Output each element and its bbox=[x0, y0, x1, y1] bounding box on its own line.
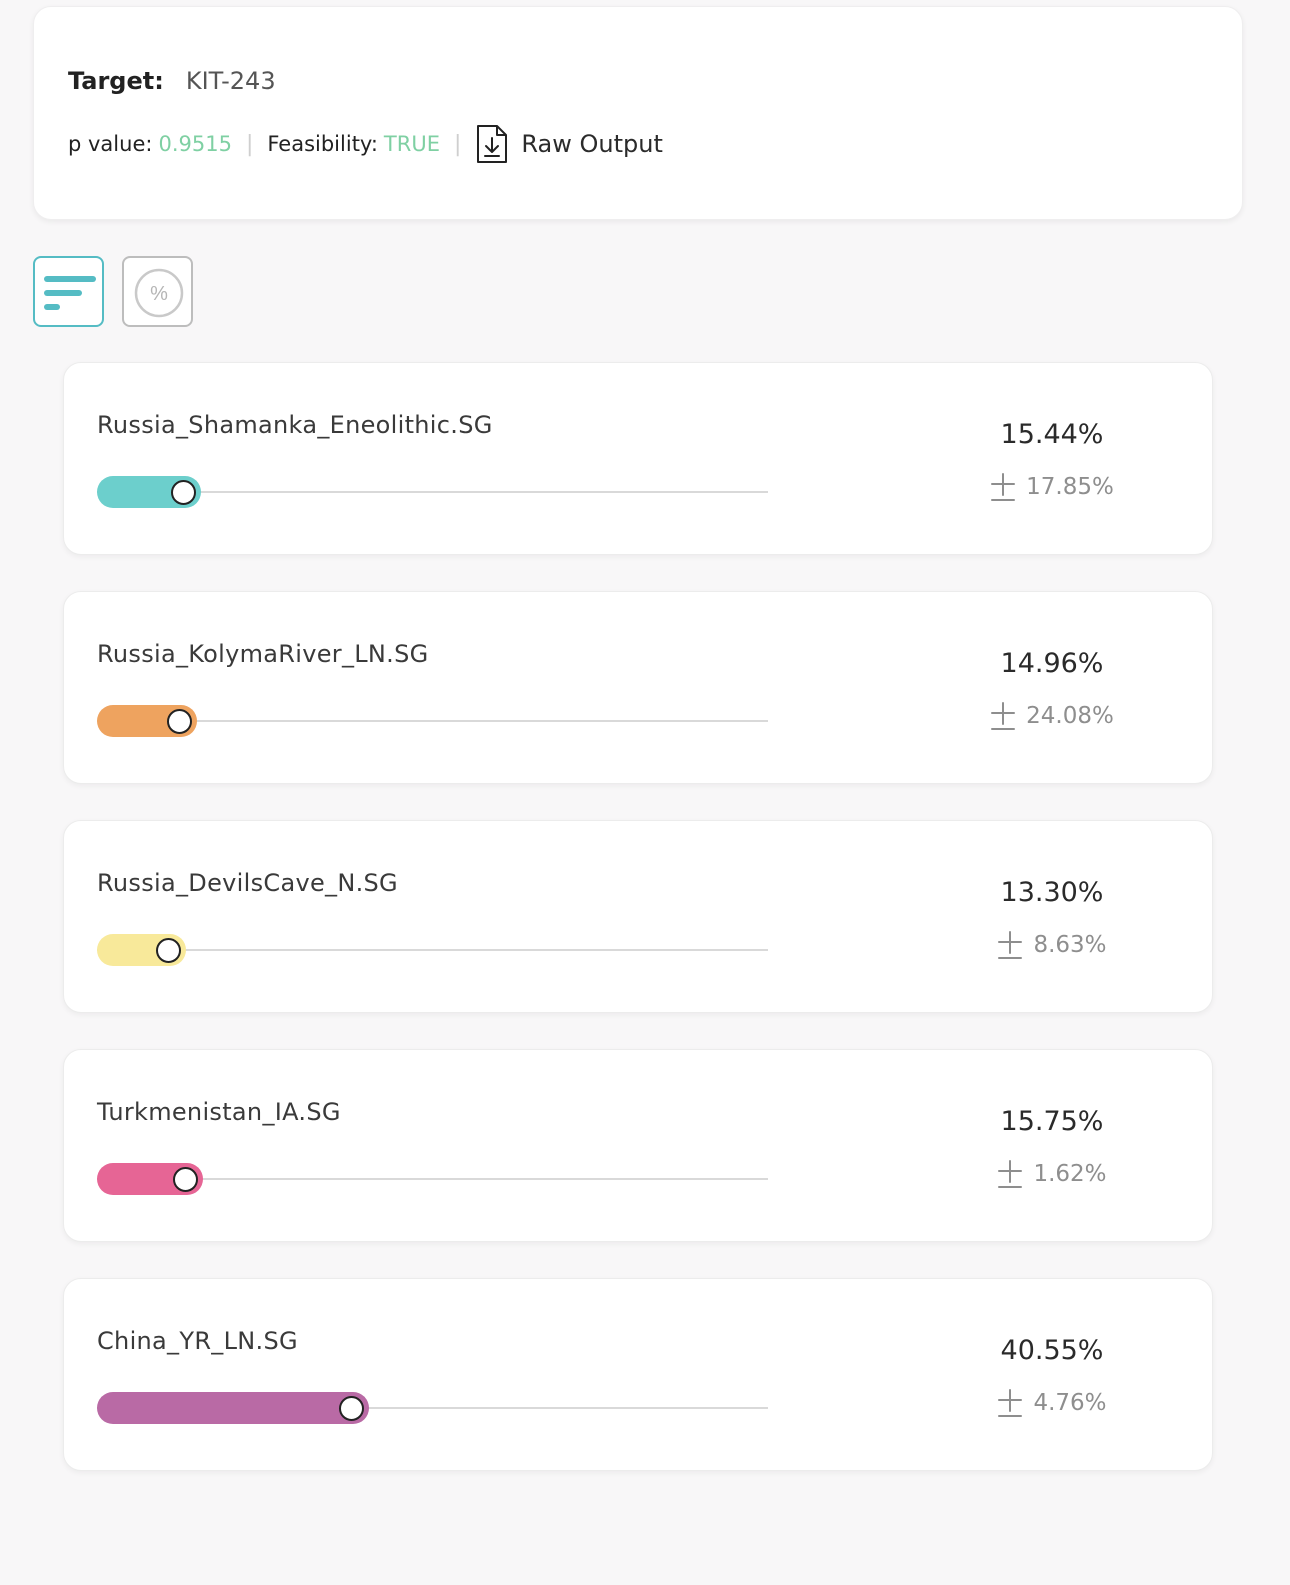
error-row: 4.76% bbox=[932, 1387, 1172, 1419]
target-row: Target: KIT-243 bbox=[68, 67, 276, 95]
percent-value: 13.30% bbox=[1000, 877, 1104, 908]
population-card: Turkmenistan_IA.SG 15.75% 1.62% bbox=[63, 1049, 1213, 1242]
separator: | bbox=[453, 131, 462, 157]
separator: | bbox=[245, 131, 254, 157]
slider-track bbox=[97, 1407, 768, 1409]
plus-minus-icon bbox=[998, 931, 1023, 959]
p-value: 0.9515 bbox=[158, 132, 232, 156]
plus-minus-icon bbox=[991, 473, 1016, 501]
population-name: Turkmenistan_IA.SG bbox=[97, 1098, 341, 1126]
svg-text:%: % bbox=[150, 283, 168, 305]
raw-output-button[interactable]: Raw Output bbox=[475, 123, 663, 165]
slider-handle[interactable] bbox=[339, 1396, 365, 1421]
percent-view-button[interactable]: % bbox=[122, 256, 193, 327]
percent-value: 15.44% bbox=[1000, 419, 1104, 450]
meta-row: p value: 0.9515 | Feasibility: TRUE | Ra… bbox=[68, 123, 663, 165]
percent-value: 40.55% bbox=[1000, 1335, 1104, 1366]
percent-circle-icon: % bbox=[134, 268, 184, 318]
population-name: Russia_DevilsCave_N.SG bbox=[97, 869, 398, 897]
population-name: China_YR_LN.SG bbox=[97, 1327, 298, 1355]
plus-minus-icon bbox=[998, 1389, 1023, 1417]
raw-output-label: Raw Output bbox=[521, 130, 663, 158]
slider-track bbox=[97, 949, 768, 951]
feasibility-label: Feasibility: bbox=[267, 132, 378, 156]
slider-track bbox=[97, 1178, 768, 1180]
error-row: 17.85% bbox=[932, 471, 1172, 503]
bar-view-button[interactable] bbox=[33, 256, 104, 327]
error-row: 8.63% bbox=[932, 929, 1172, 961]
error-value: 4.76% bbox=[1033, 1390, 1107, 1416]
slider-fill bbox=[97, 1392, 370, 1424]
error-row: 1.62% bbox=[932, 1158, 1172, 1190]
slider-handle[interactable] bbox=[167, 709, 193, 734]
error-value: 24.08% bbox=[1026, 703, 1114, 729]
error-row: 24.08% bbox=[932, 700, 1172, 732]
target-value: KIT-243 bbox=[185, 67, 276, 95]
error-value: 17.85% bbox=[1026, 474, 1114, 500]
feasibility-value: TRUE bbox=[383, 132, 440, 156]
error-value: 1.62% bbox=[1033, 1161, 1107, 1187]
slider-handle[interactable] bbox=[170, 480, 196, 505]
error-value: 8.63% bbox=[1033, 932, 1107, 958]
slider-track bbox=[97, 491, 768, 493]
population-card: China_YR_LN.SG 40.55% 4.76% bbox=[63, 1278, 1213, 1471]
slider-track bbox=[97, 720, 768, 722]
slider-handle[interactable] bbox=[172, 1167, 198, 1192]
plus-minus-icon bbox=[998, 1160, 1023, 1188]
bar-list-icon bbox=[44, 276, 96, 310]
population-card: Russia_Shamanka_Eneolithic.SG 15.44% 17.85… bbox=[63, 362, 1213, 555]
plus-minus-icon bbox=[991, 702, 1016, 730]
file-download-icon bbox=[477, 125, 508, 163]
target-label: Target: bbox=[68, 67, 164, 95]
result-summary-card: Target: KIT-243 p value: 0.9515 | Feasib… bbox=[33, 6, 1243, 220]
percent-value: 14.96% bbox=[1000, 648, 1104, 679]
population-name: Russia_KolymaRiver_LN.SG bbox=[97, 640, 429, 668]
p-value-label: p value: bbox=[68, 132, 153, 156]
slider-handle[interactable] bbox=[156, 938, 182, 963]
population-card: Russia_DevilsCave_N.SG 13.30% 8.63% bbox=[63, 820, 1213, 1013]
population-card: Russia_KolymaRiver_LN.SG 14.96% 24.08% bbox=[63, 591, 1213, 784]
population-name: Russia_Shamanka_Eneolithic.SG bbox=[97, 411, 493, 439]
percent-value: 15.75% bbox=[1000, 1106, 1104, 1137]
